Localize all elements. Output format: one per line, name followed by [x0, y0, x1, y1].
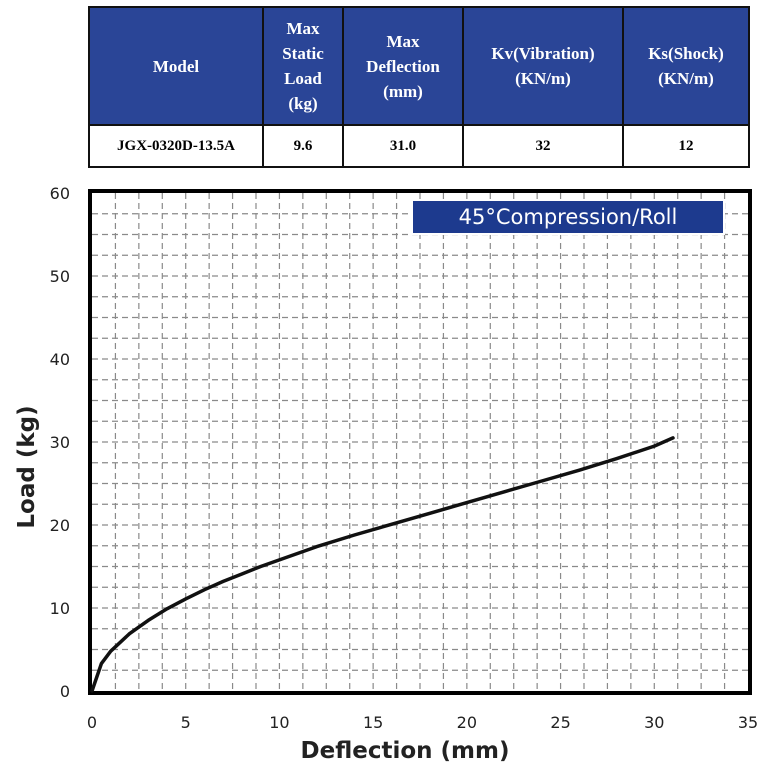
header-ks-shock: Ks(Shock) (KN/m) — [622, 6, 750, 126]
header-kv-line-2: (KN/m) — [515, 69, 571, 88]
chart-title: 45°Compression/Roll — [459, 205, 678, 229]
cell-model: JGX-0320D-13.5A — [88, 124, 264, 168]
y-tick-label: 50 — [50, 267, 70, 286]
x-tick-labels: 0 5 10 15 20 25 30 35 — [87, 713, 758, 732]
x-tick-label: 25 — [550, 713, 570, 732]
header-load-line-2: Static — [282, 44, 324, 63]
header-load-line-4: (kg) — [288, 94, 318, 113]
cell-ks: 12 — [622, 124, 750, 168]
y-tick-labels: 0 10 20 30 40 50 60 — [50, 184, 70, 701]
cell-max-static-load: 9.6 — [262, 124, 344, 168]
y-tick-label: 0 — [60, 682, 70, 701]
header-model-line: Model — [152, 56, 200, 76]
header-deflection-line-3: (mm) — [383, 81, 423, 101]
header-model: Model — [88, 6, 264, 126]
header-kv-vibration: Kv(Vibration) (KN/m) — [462, 6, 624, 126]
cell-max-deflection: 31.0 — [342, 124, 464, 168]
chart-grid — [92, 193, 748, 691]
x-tick-label: 0 — [87, 713, 97, 732]
header-deflection-line-2: Deflection — [366, 56, 440, 76]
x-tick-label: 20 — [457, 713, 477, 732]
y-tick-label: 30 — [50, 433, 70, 452]
x-tick-label: 10 — [269, 713, 289, 732]
x-tick-label: 30 — [644, 713, 664, 732]
load-deflection-chart: 0 10 20 30 40 50 60 0 5 10 15 20 25 30 35 45°Compress… — [14, 184, 758, 764]
header-deflection-line-1: Max — [386, 31, 420, 51]
y-tick-label: 10 — [50, 599, 70, 618]
cell-kv: 32 — [462, 124, 624, 168]
chart-title-box — [411, 199, 725, 235]
header-max-static-load: Max Static Load (kg) — [262, 6, 344, 126]
x-axis-label: Deflection (mm) — [301, 738, 510, 764]
load-curve — [90, 436, 675, 693]
header-ks-line-2: (KN/m) — [658, 69, 714, 88]
x-tick-label: 15 — [363, 713, 383, 732]
x-tick-label: 5 — [181, 713, 191, 732]
header-max-deflection: Max Deflection (mm) — [342, 6, 464, 126]
y-axis-label: Load (kg) — [14, 405, 40, 528]
x-tick-label: 35 — [738, 713, 758, 732]
header-ks-line-1: Ks(Shock) — [648, 44, 724, 63]
header-load-line-1: Max — [286, 19, 320, 38]
plot-frame — [88, 189, 752, 695]
y-tick-label: 40 — [50, 350, 70, 369]
spec-data-row: JGX-0320D-13.5A 9.6 31.0 32 12 — [88, 124, 750, 168]
y-tick-label: 60 — [50, 184, 70, 203]
header-load-line-3: Load — [284, 69, 322, 88]
spec-header-row: Model Max Static Load (kg) Max Deflectio… — [88, 6, 750, 126]
header-kv-line-1: Kv(Vibration) — [491, 44, 595, 63]
y-tick-label: 20 — [50, 516, 70, 535]
spec-table: Model Max Static Load (kg) Max Deflectio… — [88, 6, 750, 168]
